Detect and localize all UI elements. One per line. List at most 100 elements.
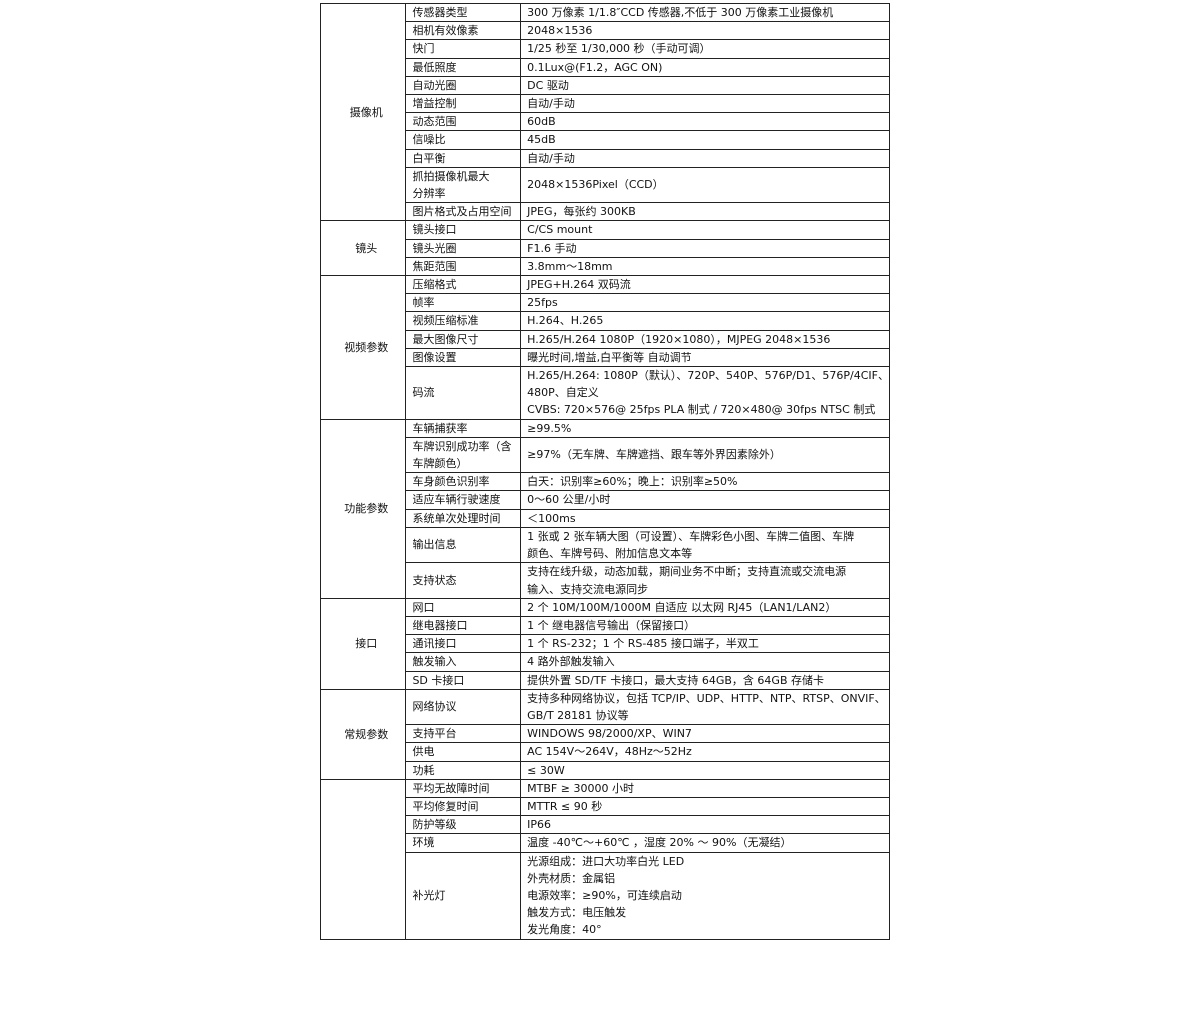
param-name: 白平衡 xyxy=(405,148,522,168)
param-name: 抓拍摄像机最大 分辨率 xyxy=(405,166,522,204)
param-line: 视频压缩标准 xyxy=(412,314,479,328)
value-line: 外壳材质：金属铝 xyxy=(527,871,616,885)
param-line: 网络协议 xyxy=(412,700,457,714)
param-line: 传感器类型 xyxy=(412,6,468,19)
param-name: 镜头光圈 xyxy=(405,238,522,258)
table-row: 图片格式及占用空间 JPEG，每张约 300KB xyxy=(321,202,890,222)
table-row: 镜头 镜头接口 C/CS mount xyxy=(319,220,890,277)
table-row: 供电 AC 154V～264V，48Hz～52Hz xyxy=(321,742,890,762)
table-row: 平均修复时间 MTTR ≤ 90 秒 xyxy=(321,796,890,817)
param-value: 0～60 公里/小时 xyxy=(520,490,890,510)
param-line: 继电器接口 xyxy=(412,618,468,632)
param-name: SD 卡接口 xyxy=(405,670,522,690)
value-line: WINDOWS 98/2000/XP、WIN7 xyxy=(527,727,692,741)
param-value: 白天：识别率≥60%；晚上：识别率≥50% xyxy=(520,472,890,492)
param-value: 温度 -40℃～+60℃ ，湿度 20% ～ 90%（无凝结） xyxy=(520,833,890,853)
table-row: 输出信息 1 张或 2 张车辆大图（可设置）、车牌彩色小图、车牌二值图、车牌 颜色、… xyxy=(321,526,890,564)
table-row: 平均无故障时间 MTBF ≥ 30000 小时 xyxy=(319,778,890,940)
value-line: 25fps xyxy=(527,296,558,310)
value-line: 提供外置 SD/TF 卡接口，最大支持 64GB，含 64GB 存储卡 xyxy=(527,673,824,687)
param-name: 动态范围 xyxy=(405,112,522,132)
group-label: 功能参数 xyxy=(319,418,407,599)
table-row: 摄像机 传感器类型 300 万像素 1/1.8″CCD 传感器,不低于 300 万像… xyxy=(319,2,890,222)
value-line: 1 个 RS-232；1 个 RS-485 接口端子，半双工 xyxy=(527,637,759,651)
param-value: 2 个 10M/100M/1000M 自适应 以太网 RJ45（LAN1/LAN… xyxy=(520,597,890,617)
table-row: 镜头光圈 F1.6 手动 xyxy=(321,238,890,258)
value-line: 白天：识别率≥60%；晚上：识别率≥50% xyxy=(527,475,738,489)
value-line: H.264、H.265 xyxy=(527,314,604,328)
param-line: 适应车辆行驶速度 xyxy=(412,493,501,507)
value-line: 2 个 10M/100M/1000M 自适应 以太网 RJ45（LAN1/LAN… xyxy=(527,600,837,614)
param-name: 码流 xyxy=(405,366,522,420)
group-label: 摄像机 xyxy=(319,2,407,222)
param-value: F1.6 手动 xyxy=(520,238,890,258)
table-row: 功耗 ≤ 30W xyxy=(321,760,890,780)
value-line: C/CS mount xyxy=(527,223,593,237)
param-name: 最低照度 xyxy=(405,57,522,77)
param-line: 镜头光圈 xyxy=(412,241,457,255)
param-line: 供电 xyxy=(412,745,435,759)
param-name: 支持状态 xyxy=(405,562,522,599)
value-line: F1.6 手动 xyxy=(527,241,577,255)
param-name: 输出信息 xyxy=(405,526,522,564)
table-row: 常规参数 网络协议 支持多种网络协议，包括 TCP/IP、UDP、HTTP、NTP、… xyxy=(319,688,890,780)
table-row: 码流 H.265/H.264: 1080P（默认）、720P、540P、576P/… xyxy=(321,366,890,420)
table-row: 适应车辆行驶速度 0～60 公里/小时 xyxy=(321,490,890,510)
value-line: 60dB xyxy=(527,115,556,129)
param-line: 支持平台 xyxy=(412,727,457,741)
group-label: 视频参数 xyxy=(319,275,407,420)
param-value: 支持在线升级，动态加载，期间业务不中断；支持直流或交流电源 输入、支持交流电源同步 xyxy=(520,562,890,599)
param-line: 触发输入 xyxy=(412,655,457,669)
param-name: 镜头接口 xyxy=(405,220,522,240)
param-line: 图像设置 xyxy=(412,350,457,364)
param-name: 补光灯 xyxy=(405,851,522,940)
param-line: 分辨率 xyxy=(412,187,446,201)
param-value: 1 张或 2 张车辆大图（可设置）、车牌彩色小图、车牌二值图、车牌 颜色、车牌号码… xyxy=(520,526,890,564)
param-value: 提供外置 SD/TF 卡接口，最大支持 64GB，含 64GB 存储卡 xyxy=(520,670,890,690)
value-line: 自动/手动 xyxy=(527,97,575,111)
param-value: 2048×1536Pixel（CCD） xyxy=(520,166,890,204)
param-value: JPEG，每张约 300KB xyxy=(520,202,890,222)
table-row: 接口 网口 2 个 10M/100M/1000M 自适应 以太网 RJ45（LAN1… xyxy=(319,597,890,690)
value-line: MTTR ≤ 90 秒 xyxy=(527,799,603,813)
param-name: 支持平台 xyxy=(405,724,522,744)
param-line: 车辆捕获率 xyxy=(412,421,468,435)
value-line: GB/T 28181 协议等 xyxy=(527,708,629,722)
table-row: 焦距范围 3.8mm～18mm xyxy=(321,256,890,277)
table-row: 功能参数 车辆捕获率 ≥99.5% xyxy=(319,418,890,599)
param-value: 0.1Lux@(F1.2，AGC ON) xyxy=(520,57,890,77)
value-line: H.265/H.264: 1080P（默认）、720P、540P、576P/D1… xyxy=(527,369,889,383)
param-value: 25fps xyxy=(520,293,890,313)
table-row: 视频压缩标准 H.264、H.265 xyxy=(321,311,890,331)
value-line: IP66 xyxy=(527,818,552,832)
table-row: 自动光圈 DC 驱动 xyxy=(321,75,890,96)
param-name: 供电 xyxy=(405,742,522,762)
param-name: 图像设置 xyxy=(405,347,522,368)
param-value: ≥97%（无车牌、车牌遮挡、跟车等外界因素除外） xyxy=(520,436,890,474)
param-value: 4 路外部触发输入 xyxy=(520,652,890,672)
param-line: 系统单次处理时间 xyxy=(412,511,501,525)
param-name: 功耗 xyxy=(405,760,522,780)
param-name: 快门 xyxy=(405,39,522,59)
param-line: 通讯接口 xyxy=(412,637,457,651)
value-line: H.265/H.264 1080P（1920×1080），MJPEG 2048×… xyxy=(527,332,831,346)
param-line: SD 卡接口 xyxy=(412,673,465,687)
value-line: 输入、支持交流电源同步 xyxy=(527,582,649,596)
param-line: 焦距范围 xyxy=(412,259,457,273)
table-row: 最低照度 0.1Lux@(F1.2，AGC ON) xyxy=(321,57,890,77)
param-line: 信噪比 xyxy=(412,133,446,147)
param-value: 3.8mm～18mm xyxy=(520,256,890,277)
table-row: 帧率 25fps xyxy=(321,293,890,313)
param-value: 60dB xyxy=(520,112,890,132)
param-value: 曝光时间,增益,白平衡等 自动调节 xyxy=(520,347,890,368)
value-line: 4 路外部触发输入 xyxy=(527,655,615,669)
param-value: MTBF ≥ 30000 小时 xyxy=(520,778,890,798)
table-row: 相机有效像素 2048×1536 xyxy=(321,21,890,41)
table-row: 最大图像尺寸 H.265/H.264 1080P（1920×1080），MJPEG… xyxy=(321,329,890,349)
table-row: 动态范围 60dB xyxy=(321,112,890,132)
param-name: 系统单次处理时间 xyxy=(405,508,522,528)
param-name: 传感器类型 xyxy=(405,2,522,23)
param-value: 自动/手动 xyxy=(520,148,890,168)
table-row: 视频参数 压缩格式 JPEG+H.264 双码流 xyxy=(319,275,890,420)
param-line: 压缩格式 xyxy=(412,278,457,292)
